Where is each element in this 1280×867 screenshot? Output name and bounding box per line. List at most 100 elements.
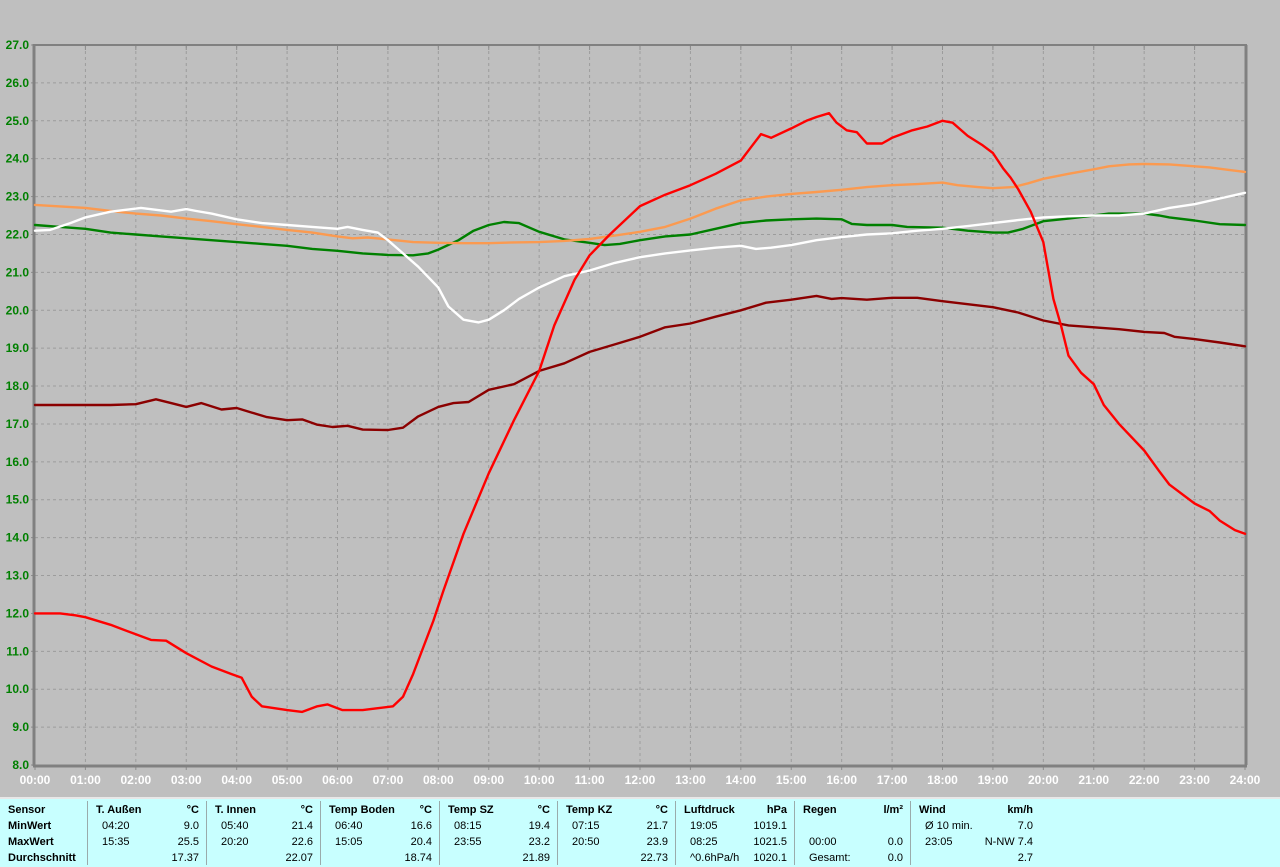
sensor-unit: °C (300, 804, 313, 816)
svg-text:03:00: 03:00 (171, 773, 202, 787)
sensor-unit: km/h (1007, 804, 1033, 816)
avg-value: 21.89 (522, 852, 550, 864)
column-separator (794, 801, 795, 865)
sensor-unit: °C (655, 804, 668, 816)
min-value: 16.6 (410, 820, 432, 832)
svg-text:22:00: 22:00 (1129, 773, 1160, 787)
sensor-unit: °C (186, 804, 199, 816)
sensor-name: Wind (919, 804, 946, 816)
summary-col-regen: Regen l/m² 00:00 0.0 Gesamt: 0.0 (795, 799, 911, 867)
avg-time: Gesamt: (809, 852, 851, 864)
min-time: Ø 10 min. (925, 820, 973, 832)
svg-text:26.0: 26.0 (6, 76, 30, 90)
max-time: 15:35 (102, 836, 130, 848)
svg-text:12.0: 12.0 (6, 606, 30, 620)
sensor-name: Temp Boden (329, 804, 395, 816)
series-t-innen (33, 212, 1247, 257)
row-label-minwert: MinWert (8, 820, 52, 832)
x-axis-labels: 00:00 01:00 02:00 03:00 04:00 05:00 06:00 07:00… (20, 773, 1261, 787)
svg-text:17.0: 17.0 (6, 417, 30, 431)
svg-text:02:00: 02:00 (120, 773, 151, 787)
svg-text:18:00: 18:00 (927, 773, 958, 787)
avg-time: ^0.6hPa/h (690, 852, 740, 864)
svg-text:20.0: 20.0 (6, 303, 30, 317)
svg-text:22.0: 22.0 (6, 227, 30, 241)
svg-text:16:00: 16:00 (826, 773, 857, 787)
svg-text:12:00: 12:00 (625, 773, 656, 787)
column-separator (206, 801, 207, 865)
svg-text:13:00: 13:00 (675, 773, 706, 787)
svg-text:16.0: 16.0 (6, 455, 30, 469)
svg-text:19.0: 19.0 (6, 341, 30, 355)
svg-text:24:00: 24:00 (1230, 773, 1261, 787)
avg-value: 18.74 (404, 852, 432, 864)
sensor-unit: °C (419, 804, 432, 816)
sensor-name: Luftdruck (684, 804, 735, 816)
series-temp-boden (33, 294, 1247, 432)
min-value: 9.0 (183, 820, 199, 832)
avg-value: 17.37 (171, 852, 199, 864)
summary-col-t-aussen: T. Außen °C 04:20 9.0 15:35 25.5 17.37 (88, 799, 207, 867)
sensor-name: T. Außen (96, 804, 142, 816)
max-time: 20:50 (572, 836, 600, 848)
row-label-durchschnitt: Durchschnitt (8, 852, 76, 864)
series-temp-sz (33, 191, 1247, 324)
min-value: 21.7 (646, 820, 668, 832)
row-label-sensor: Sensor (8, 804, 46, 816)
svg-text:10:00: 10:00 (524, 773, 555, 787)
svg-text:24.0: 24.0 (6, 152, 30, 166)
grid-lines (35, 45, 1245, 765)
svg-text:20:00: 20:00 (1028, 773, 1059, 787)
y-axis-labels: 8.0 9.0 10.0 11.0 12.0 13.0 14.0 15.0 16.0 17.0 18… (6, 38, 30, 772)
summary-col-wind: Wind km/h Ø 10 min. 7.0 23:05 N-NW 7.4 2.7 (911, 799, 1041, 867)
summary-col-t-innen: T. Innen °C 05:40 21.4 20:20 22.6 22.07 (207, 799, 321, 867)
max-value: 23.2 (528, 836, 550, 848)
avg-value: 22.07 (285, 852, 313, 864)
max-time: 20:20 (221, 836, 249, 848)
max-value: 20.4 (410, 836, 432, 848)
svg-text:25.0: 25.0 (6, 114, 30, 128)
max-value: 22.6 (291, 836, 313, 848)
sensor-unit: l/m² (883, 804, 903, 816)
svg-text:17:00: 17:00 (877, 773, 908, 787)
min-value: 21.4 (291, 820, 313, 832)
svg-text:11.0: 11.0 (6, 644, 29, 658)
svg-text:8.0: 8.0 (12, 758, 29, 772)
svg-text:23:00: 23:00 (1179, 773, 1210, 787)
avg-value: 0.0 (887, 852, 903, 864)
max-time: 00:00 (809, 836, 837, 848)
svg-text:06:00: 06:00 (322, 773, 353, 787)
summary-row-labels: Sensor MinWert MaxWert Durchschnitt (0, 799, 88, 867)
svg-text:18.0: 18.0 (6, 379, 30, 393)
max-time: 08:25 (690, 836, 718, 848)
max-value: 23.9 (646, 836, 668, 848)
min-time: 06:40 (335, 820, 363, 832)
svg-text:13.0: 13.0 (6, 569, 30, 583)
min-time: 05:40 (221, 820, 249, 832)
max-time: 23:55 (454, 836, 482, 848)
max-value: 25.5 (177, 836, 199, 848)
series-temp-kz (33, 162, 1247, 245)
svg-text:9.0: 9.0 (12, 720, 29, 734)
max-time: 15:05 (335, 836, 363, 848)
min-time: 07:15 (572, 820, 600, 832)
svg-text:27.0: 27.0 (6, 38, 30, 52)
temperature-chart: 8.0 9.0 10.0 11.0 12.0 13.0 14.0 15.0 16.0 17.0 18… (5, 38, 1261, 787)
summary-col-temp-kz: Temp KZ °C 07:15 21.7 20:50 23.9 22.73 (558, 799, 676, 867)
max-time: 23:05 (925, 836, 953, 848)
avg-value: 1020.1 (753, 852, 787, 864)
min-time: 04:20 (102, 820, 130, 832)
svg-text:09:00: 09:00 (473, 773, 504, 787)
svg-text:15:00: 15:00 (776, 773, 807, 787)
summary-table: Sensor MinWert MaxWert Durchschnitt T. Außen… (0, 797, 1280, 867)
svg-text:23.0: 23.0 (6, 190, 30, 204)
sensor-unit: °C (537, 804, 550, 816)
svg-text:00:00: 00:00 (20, 773, 51, 787)
sensor-unit: hPa (766, 804, 787, 816)
min-time: 08:15 (454, 820, 482, 832)
svg-text:19:00: 19:00 (978, 773, 1009, 787)
svg-text:14.0: 14.0 (6, 531, 30, 545)
summary-col-temp-boden: Temp Boden °C 06:40 16.6 15:05 20.4 18.74 (321, 799, 440, 867)
column-separator (320, 801, 321, 865)
